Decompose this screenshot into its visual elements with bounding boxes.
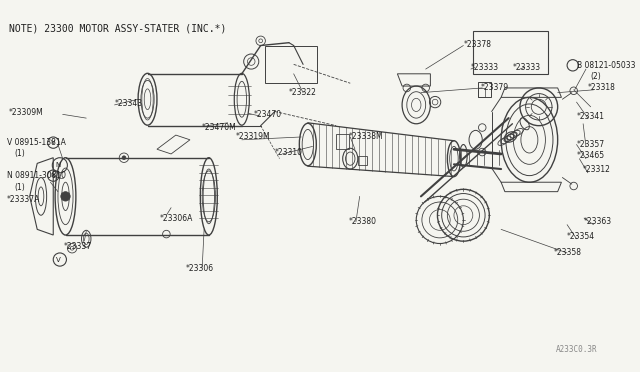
Text: *23337: *23337 <box>63 242 92 251</box>
Bar <box>336 134 349 149</box>
Bar <box>266 45 317 83</box>
Text: *23465: *23465 <box>577 151 605 160</box>
Circle shape <box>122 156 126 160</box>
Text: (1): (1) <box>15 150 26 158</box>
Text: *23357: *23357 <box>577 140 605 149</box>
Text: *23380: *23380 <box>348 217 376 226</box>
Text: *23363: *23363 <box>584 217 612 226</box>
Text: *23337A: *23337A <box>7 195 40 204</box>
Text: V: V <box>51 140 56 145</box>
Bar <box>477 88 485 97</box>
Text: NOTE) 23300 MOTOR ASSY-STATER (INC.*): NOTE) 23300 MOTOR ASSY-STATER (INC.*) <box>9 24 227 34</box>
Text: *23379: *23379 <box>481 83 509 93</box>
Text: *23333: *23333 <box>513 63 541 72</box>
Text: *23378: *23378 <box>463 40 492 49</box>
Text: *23322: *23322 <box>289 88 317 97</box>
Circle shape <box>61 192 70 201</box>
Bar <box>358 156 367 165</box>
Text: *23338M: *23338M <box>348 132 383 141</box>
Bar <box>473 31 548 74</box>
Text: *23341: *23341 <box>577 112 605 121</box>
Text: (2): (2) <box>591 72 602 81</box>
Text: *23470: *23470 <box>254 110 282 119</box>
Text: A233C0.3R: A233C0.3R <box>556 345 597 354</box>
Text: (1): (1) <box>15 183 26 192</box>
Text: *23306: *23306 <box>185 264 213 273</box>
Text: N: N <box>55 162 61 168</box>
Text: *23310: *23310 <box>275 148 303 157</box>
Text: *23470M: *23470M <box>202 123 237 132</box>
Text: B 08121-05033: B 08121-05033 <box>577 61 635 70</box>
Text: V: V <box>56 257 60 263</box>
Text: *23312: *23312 <box>583 166 611 174</box>
Text: *23343: *23343 <box>115 99 143 109</box>
Text: *23333: *23333 <box>471 63 499 72</box>
Text: *23319M: *23319M <box>236 132 271 141</box>
Text: *23358: *23358 <box>554 248 582 257</box>
Text: *23306A: *23306A <box>160 214 193 222</box>
Text: N 08911-30810: N 08911-30810 <box>7 171 66 180</box>
Text: V 08915-1381A: V 08915-1381A <box>7 138 66 147</box>
Text: *23354: *23354 <box>567 232 595 241</box>
Text: *23318: *23318 <box>588 83 616 93</box>
Text: N: N <box>51 173 56 178</box>
Bar <box>477 82 491 97</box>
Text: *23309M: *23309M <box>9 108 44 117</box>
